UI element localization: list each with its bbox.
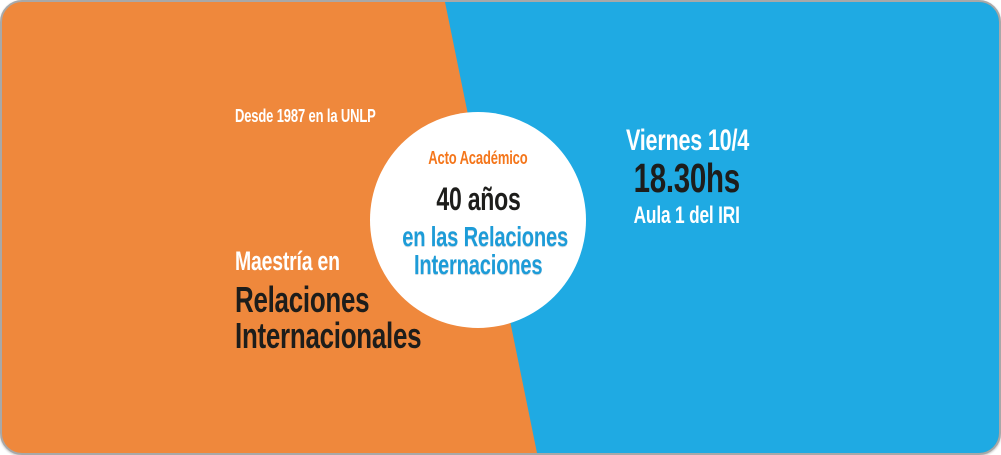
event-venue: Aula 1 del IRI bbox=[537, 204, 837, 228]
program-title-line2: Internacionales bbox=[235, 318, 494, 354]
center-badge: Acto Académico 40 años en las Relaciones… bbox=[370, 112, 586, 328]
program-title-line2-text: Internacionales bbox=[235, 315, 422, 356]
program-title-line1: Relaciones bbox=[235, 282, 422, 318]
event-date: Viernes 10/4 bbox=[537, 126, 837, 156]
badge-headline-text: 40 años bbox=[435, 181, 521, 217]
badge-subline-1: en las Relaciones bbox=[370, 223, 586, 251]
event-time: 18.30hs bbox=[537, 158, 837, 199]
badge-kicker-text: Acto Académico bbox=[428, 148, 528, 168]
badge-kicker: Acto Académico bbox=[370, 149, 586, 167]
tagline: Desde 1987 en la UNLP bbox=[235, 107, 430, 125]
event-time-text: 18.30hs bbox=[633, 155, 741, 201]
program-prefix-text: Maestría en bbox=[235, 246, 340, 276]
event-details: Viernes 10/4 18.30hs Aula 1 del IRI bbox=[537, 2, 837, 453]
badge-subline-1-text: en las Relaciones bbox=[402, 221, 569, 252]
badge-subline-2: Internaciones bbox=[370, 251, 586, 279]
program-prefix: Maestría en bbox=[235, 248, 381, 275]
badge-subline-2-text: Internaciones bbox=[413, 249, 543, 280]
event-date-text: Viernes 10/4 bbox=[625, 124, 749, 157]
event-venue-text: Aula 1 del IRI bbox=[633, 202, 741, 229]
program-title-line1-text: Relaciones bbox=[235, 279, 370, 320]
tagline-text: Desde 1987 en la UNLP bbox=[235, 106, 376, 126]
badge-headline: 40 años bbox=[370, 183, 586, 215]
